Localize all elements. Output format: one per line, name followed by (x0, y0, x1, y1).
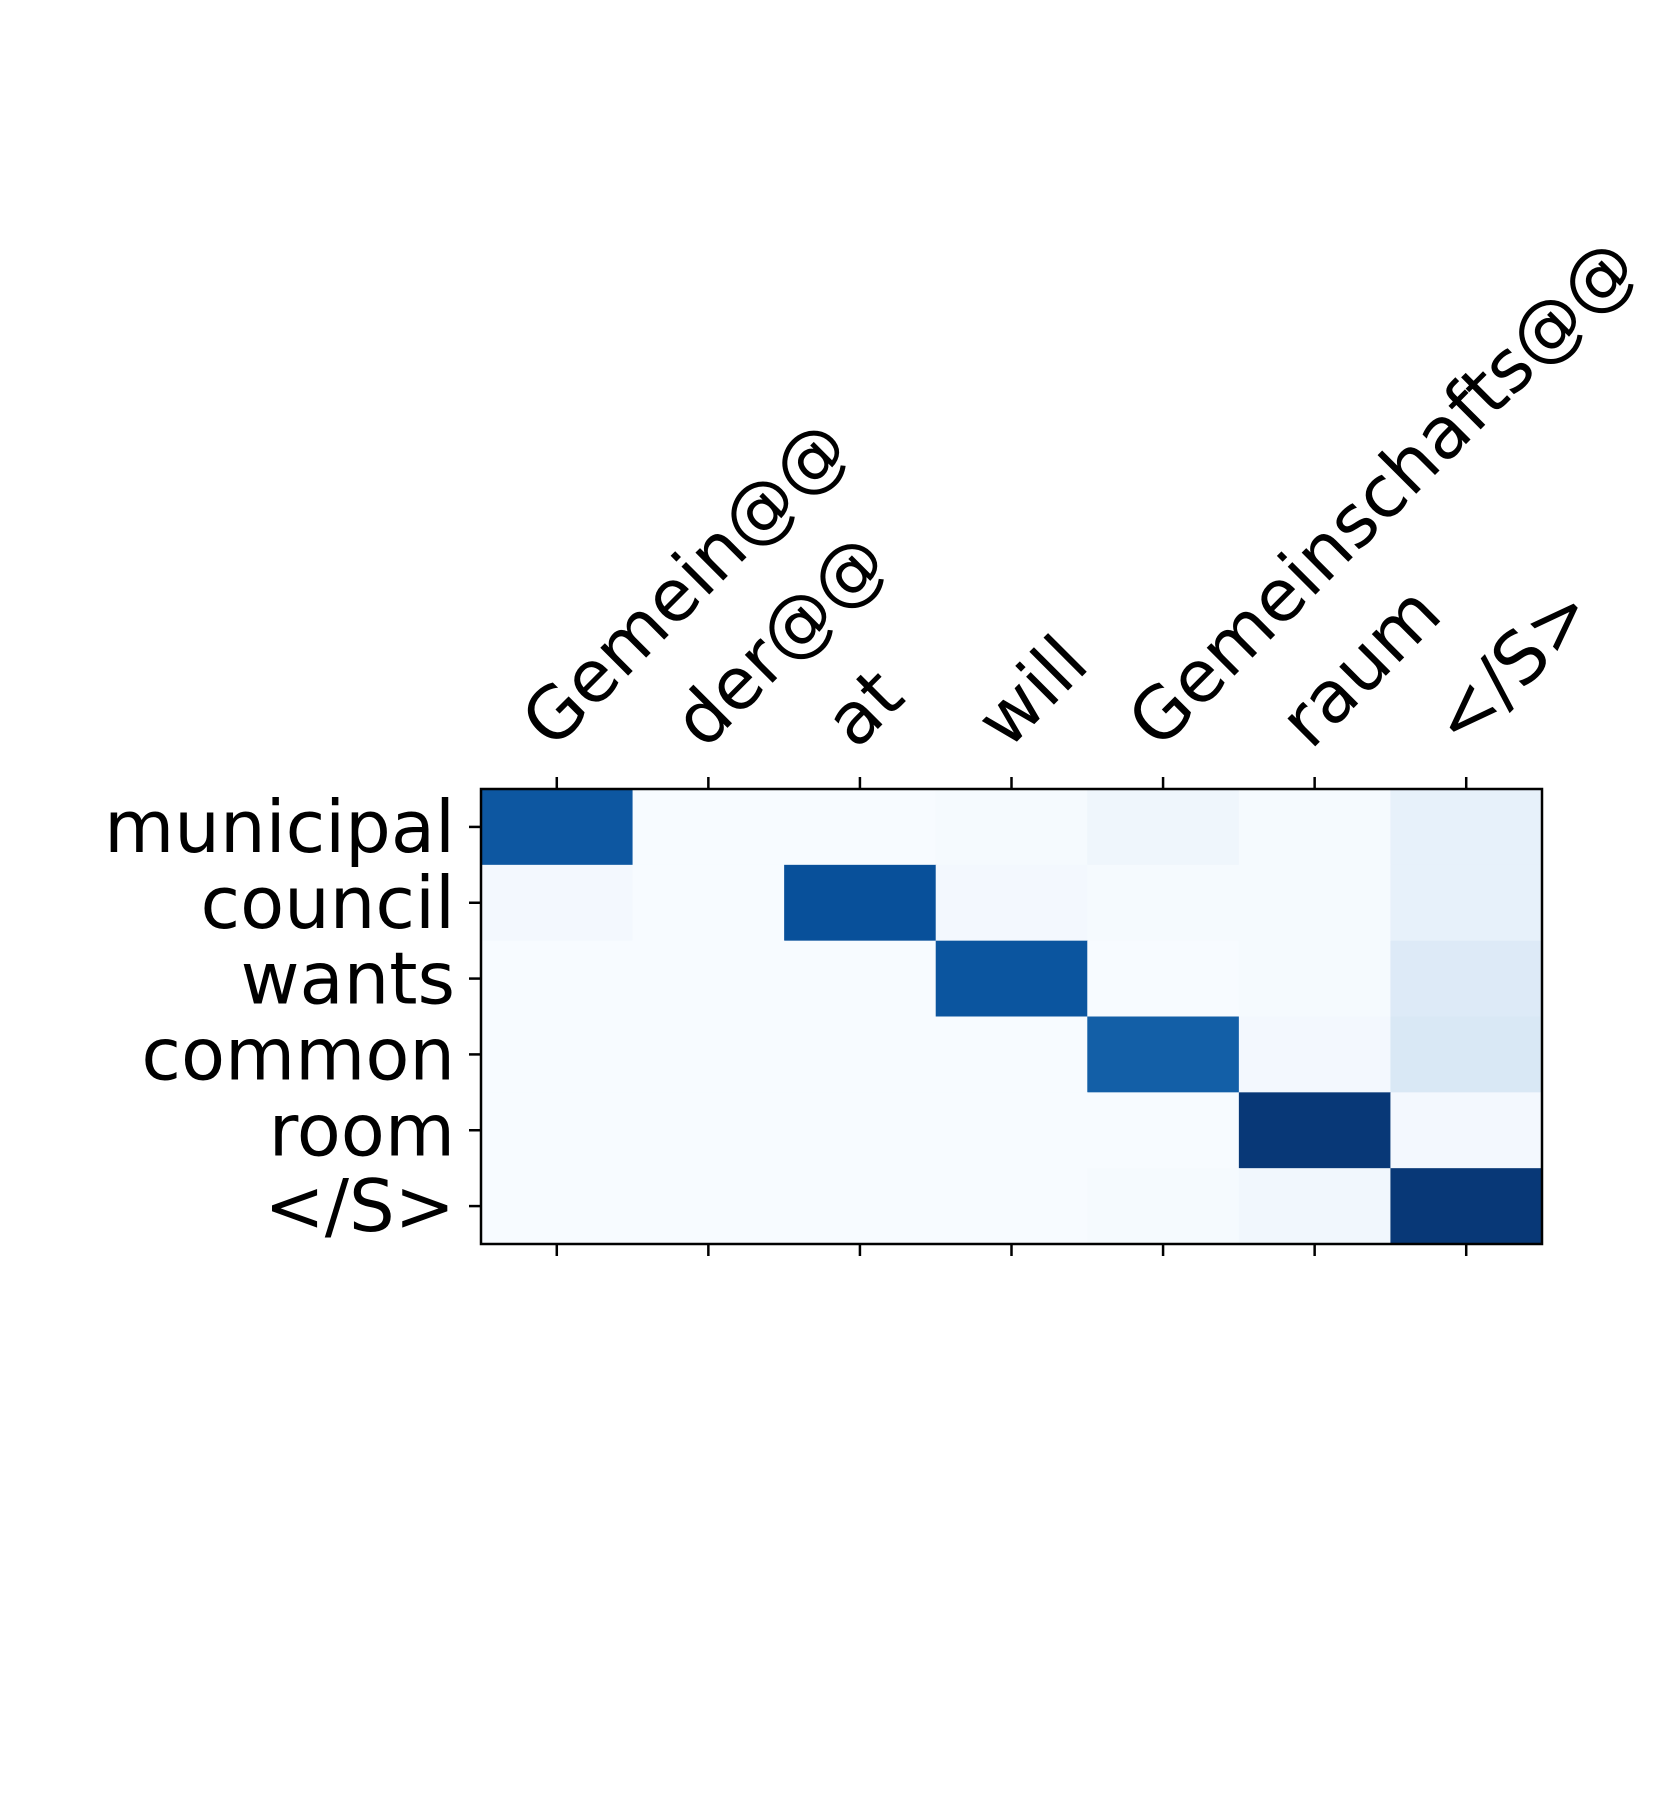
heatmap-cell (935, 1092, 1088, 1169)
heatmap-cell (1087, 1168, 1240, 1245)
heatmap-cell (1390, 789, 1543, 866)
heatmap-cell (1390, 940, 1543, 1018)
x-tick-label: at (809, 652, 920, 763)
heatmap-cell (1087, 1092, 1240, 1169)
heatmap-cell (1238, 864, 1392, 942)
heatmap-cell (935, 940, 1088, 1018)
heatmap-cell (632, 789, 785, 866)
x-tick-label: will (960, 620, 1103, 763)
heatmap-cell (632, 1092, 785, 1169)
heatmap-cell (1238, 1016, 1392, 1093)
heatmap-cell (1238, 1092, 1392, 1169)
heatmap-cell (1087, 789, 1240, 866)
heatmap-cell (935, 864, 1088, 942)
heatmap-cell (1087, 1016, 1240, 1093)
heatmap-cell (935, 789, 1088, 866)
y-tick-label: </S> (264, 1164, 455, 1248)
x-tick-label: </S> (1415, 569, 1609, 763)
heatmap-cell (632, 1168, 785, 1245)
heatmap-cell (481, 1016, 634, 1093)
y-tick-label: room (269, 1088, 455, 1172)
heatmap-cell (784, 940, 937, 1018)
heatmap-cell (784, 1168, 937, 1245)
y-tick-label: council (201, 861, 456, 945)
heatmap-cell (632, 864, 785, 942)
heatmap-cell (481, 1092, 634, 1169)
heatmap-cell (632, 1016, 785, 1093)
y-tick-label: municipal (104, 785, 455, 869)
heatmap-cell (481, 864, 634, 942)
heatmap-cell (935, 1168, 1088, 1245)
heatmap-cell (1390, 1016, 1543, 1093)
heatmap-cell (784, 789, 937, 866)
heatmap-cell (1087, 864, 1240, 942)
heatmap-cell (935, 1016, 1088, 1093)
heatmap-cells (481, 789, 1543, 1245)
heatmap-cell (481, 789, 634, 866)
heatmap-cell (784, 864, 937, 942)
heatmap-cell (632, 940, 785, 1018)
heatmap-cell (1087, 940, 1240, 1018)
heatmap-cell (1390, 1092, 1543, 1169)
heatmap-cell (1238, 1168, 1392, 1245)
heatmap-cell (481, 940, 634, 1018)
heatmap-cell (481, 1168, 634, 1245)
heatmap-cell (1390, 864, 1543, 942)
y-tick-label: wants (241, 937, 455, 1021)
heatmap-cell (1238, 789, 1392, 866)
y-tick-label: common (141, 1012, 455, 1096)
heatmap-cell (784, 1016, 937, 1093)
heatmap-cell (784, 1092, 937, 1169)
heatmap-cell (1238, 940, 1392, 1018)
heatmap-cell (1390, 1168, 1543, 1245)
